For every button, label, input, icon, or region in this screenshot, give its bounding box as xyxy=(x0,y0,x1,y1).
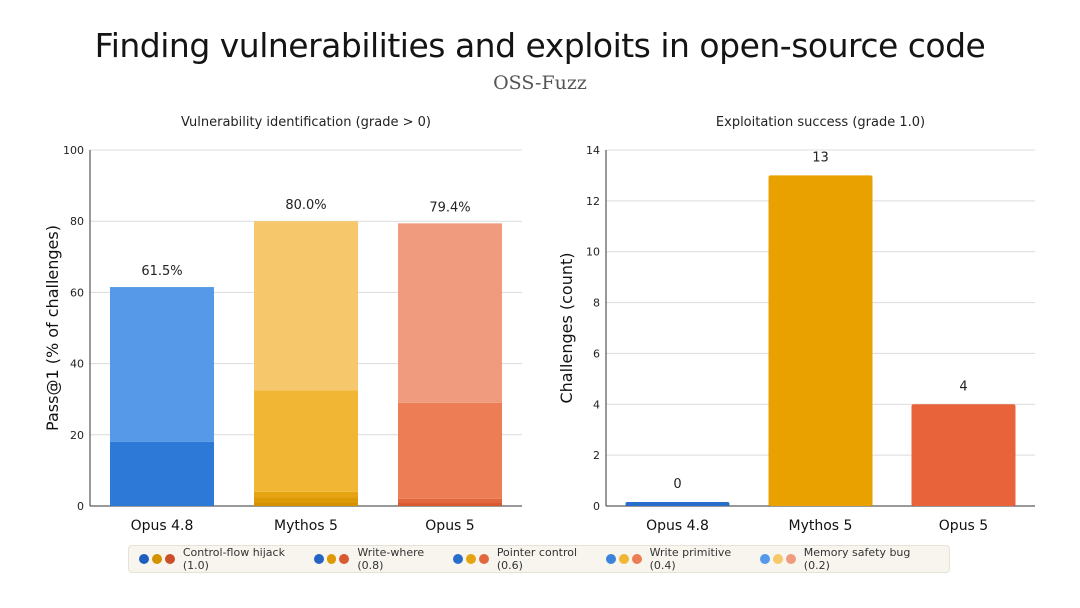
bar-segment xyxy=(110,441,214,506)
y-axis-label: Pass@1 (% of challenges) xyxy=(43,225,62,431)
bar xyxy=(911,404,1016,506)
x-tick-label: Opus 4.8 xyxy=(131,518,194,534)
bar-segment xyxy=(398,502,502,506)
bar-segment xyxy=(254,502,358,506)
bar-segment xyxy=(110,287,214,442)
legend-item: Write primitive (0.4) xyxy=(605,546,760,572)
legend-swatch xyxy=(313,554,324,564)
legend-label: Pointer control (0.6) xyxy=(496,546,578,572)
y-tick-label: 4 xyxy=(593,398,600,411)
chart-title: Exploitation success (grade 1.0) xyxy=(716,115,925,130)
legend-label: Memory safety bug (0.2) xyxy=(803,546,911,572)
bar-segment xyxy=(398,402,502,499)
y-tick-label: 10 xyxy=(586,246,600,259)
legend-item: Pointer control (0.6) xyxy=(453,546,606,572)
legend-label: Write primitive (0.4) xyxy=(649,546,732,572)
legend-item: Control-flow hijack (1.0) xyxy=(139,546,314,572)
legend-swatch xyxy=(139,554,149,564)
bar-segment xyxy=(254,491,358,498)
legend-item: Write-where (0.8) xyxy=(313,546,453,572)
page-subtitle: OSS-Fuzz xyxy=(493,72,587,94)
bar-segment xyxy=(254,221,358,391)
legend-swatch xyxy=(164,554,175,564)
y-tick-label: 2 xyxy=(593,449,600,462)
legend-swatch xyxy=(326,554,337,564)
legend-swatch xyxy=(772,554,783,564)
legend-item: Memory safety bug (0.2) xyxy=(759,546,939,572)
bar-total-label: 80.0% xyxy=(285,198,326,213)
legend-swatch xyxy=(339,554,350,564)
bar-segment xyxy=(254,390,358,492)
y-tick-label: 8 xyxy=(593,297,600,310)
legend-swatch xyxy=(465,554,476,564)
page-title: Finding vulnerabilities and exploits in … xyxy=(94,26,986,65)
y-axis-label: Challenges (count) xyxy=(557,252,576,403)
legend-swatch xyxy=(618,554,629,564)
y-tick-label: 14 xyxy=(586,144,600,157)
legend-label: Control-flow hijack (1.0) xyxy=(182,546,285,572)
x-tick-label: Mythos 5 xyxy=(274,518,338,534)
bar-value-label: 4 xyxy=(959,379,967,394)
bar-value-label: 13 xyxy=(812,150,829,165)
legend-label: Write-where (0.8) xyxy=(357,546,425,572)
bar xyxy=(768,175,873,506)
legend-swatch xyxy=(631,554,642,564)
y-tick-label: 12 xyxy=(586,195,600,208)
bar-segment xyxy=(254,497,358,503)
y-tick-label: 100 xyxy=(63,144,84,157)
bar-segment xyxy=(398,498,502,503)
chart-legend: Control-flow hijack (1.0) Write-where (0.… xyxy=(128,545,950,573)
bar-value-label: 0 xyxy=(673,477,681,492)
legend-swatch xyxy=(151,554,162,564)
x-tick-label: Opus 5 xyxy=(425,518,474,534)
chart-title: Vulnerability identification (grade > 0) xyxy=(181,115,431,130)
bar-total-label: 61.5% xyxy=(141,264,182,279)
y-tick-label: 0 xyxy=(77,500,84,513)
legend-swatch xyxy=(478,554,489,564)
legend-swatch xyxy=(759,554,770,564)
y-tick-label: 60 xyxy=(70,286,84,299)
y-tick-label: 6 xyxy=(593,347,600,360)
legend-swatch xyxy=(605,554,616,564)
bar-total-label: 79.4% xyxy=(429,200,470,215)
x-tick-label: Opus 5 xyxy=(939,518,988,534)
legend-swatch xyxy=(785,554,796,564)
bar xyxy=(625,502,730,506)
x-tick-label: Opus 4.8 xyxy=(646,518,709,534)
y-tick-label: 80 xyxy=(70,215,84,228)
y-tick-label: 20 xyxy=(70,429,84,442)
bar-segment xyxy=(398,223,502,403)
y-tick-label: 40 xyxy=(70,358,84,371)
y-tick-label: 0 xyxy=(593,500,600,513)
x-tick-label: Mythos 5 xyxy=(789,518,853,534)
legend-swatch xyxy=(453,554,463,564)
